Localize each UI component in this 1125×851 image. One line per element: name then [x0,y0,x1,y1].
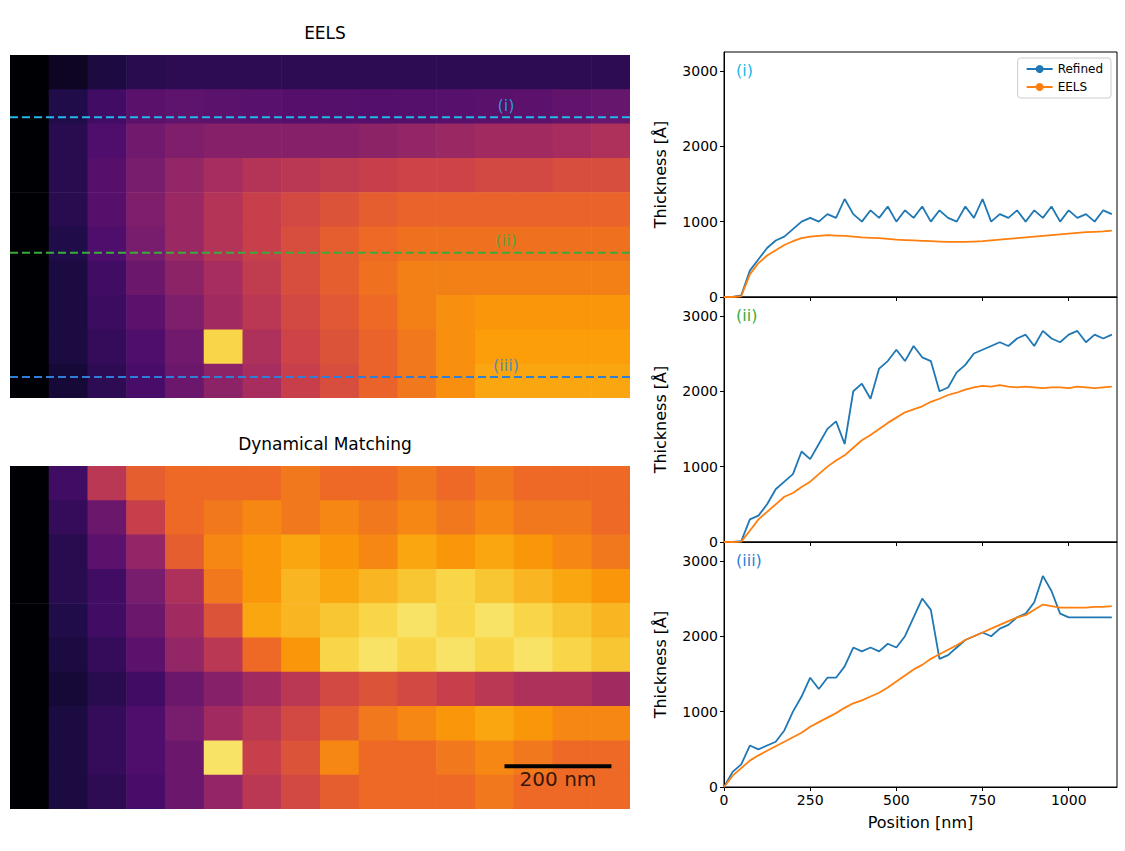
svg-text:0: 0 [709,534,718,550]
svg-text:Thickness [Å]: Thickness [Å] [651,121,670,230]
svg-text:(i): (i) [736,61,753,80]
svg-text:1000: 1000 [682,214,718,230]
svg-text:(iii): (iii) [736,551,762,570]
svg-text:1000: 1000 [682,459,718,475]
svg-text:(ii): (ii) [736,306,757,325]
svg-text:500: 500 [883,792,910,808]
svg-text:EELS: EELS [304,23,346,43]
svg-text:3000: 3000 [682,63,718,79]
svg-text:1000: 1000 [1051,792,1087,808]
svg-text:Thickness [Å]: Thickness [Å] [651,611,670,720]
svg-text:3000: 3000 [682,553,718,569]
svg-text:(iii): (iii) [493,356,519,375]
svg-text:2000: 2000 [682,383,718,399]
svg-text:1000: 1000 [682,704,718,720]
svg-text:0: 0 [709,779,718,795]
svg-text:Refined: Refined [1058,62,1103,76]
svg-text:(ii): (ii) [495,231,516,250]
svg-text:EELS: EELS [1058,80,1087,94]
svg-text:3000: 3000 [682,308,718,324]
svg-text:250: 250 [797,792,824,808]
svg-text:2000: 2000 [682,138,718,154]
svg-text:0: 0 [709,289,718,305]
svg-text:Thickness [Å]: Thickness [Å] [651,366,670,475]
svg-text:200 nm: 200 nm [520,767,597,791]
svg-text:Position [nm]: Position [nm] [868,813,974,832]
svg-text:0: 0 [720,792,729,808]
svg-text:750: 750 [969,792,996,808]
svg-text:2000: 2000 [682,628,718,644]
svg-text:Dynamical Matching: Dynamical Matching [238,434,412,454]
svg-text:(i): (i) [498,96,515,115]
